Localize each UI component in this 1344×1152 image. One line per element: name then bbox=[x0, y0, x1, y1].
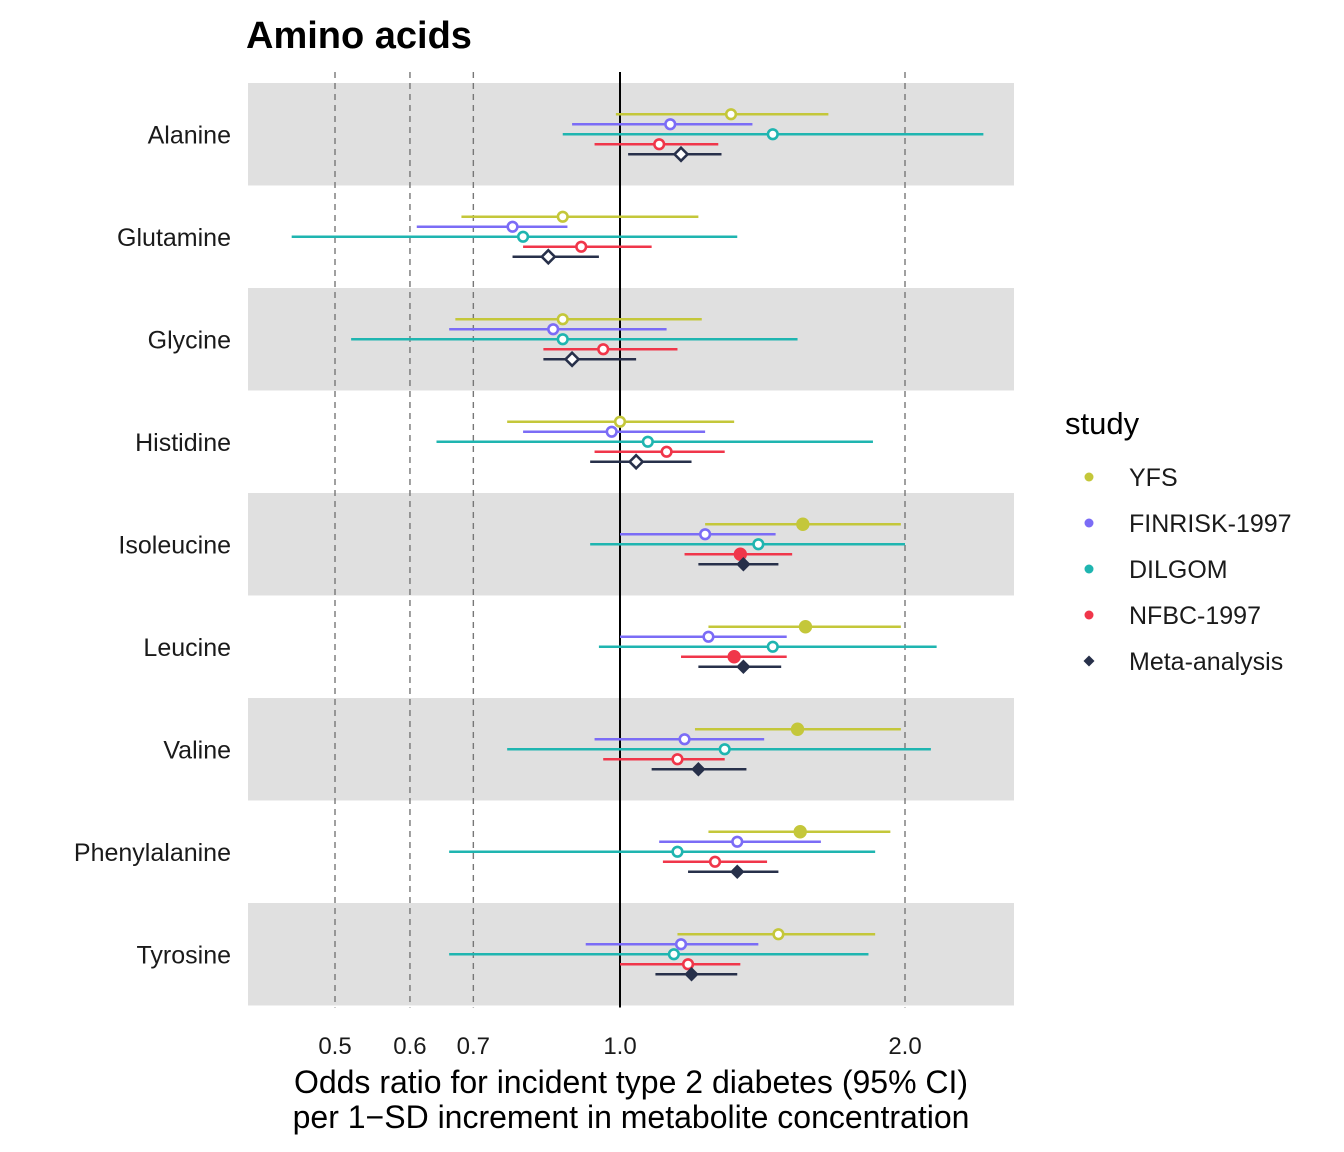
point-alanine-finrisk-1997 bbox=[664, 118, 677, 131]
legend-key-finrisk-1997 bbox=[1084, 518, 1094, 528]
category-label-isoleucine: Isoleucine bbox=[118, 531, 231, 559]
point-leucine-dilgom bbox=[766, 640, 779, 653]
point-tyrosine-dilgom bbox=[667, 948, 680, 961]
point-histidine-meta-analysis bbox=[627, 453, 645, 471]
legend-label-finrisk-1997: FINRISK-1997 bbox=[1129, 510, 1292, 538]
point-phenylalanine-meta-analysis bbox=[730, 864, 745, 879]
point-phenylalanine-yfs bbox=[793, 825, 807, 839]
point-alanine-nfbc-1997 bbox=[653, 138, 666, 151]
x-tick-label: 0.5 bbox=[318, 1033, 351, 1060]
x-tick-label: 2.0 bbox=[888, 1033, 921, 1060]
legend-key-dilgom bbox=[1084, 564, 1094, 574]
point-phenylalanine-nfbc-1997 bbox=[708, 855, 722, 868]
y-axis-category-labels: Alanine Glutamine Glycine Histidine Isoleuci… bbox=[74, 121, 231, 969]
point-histidine-nfbc-1997 bbox=[660, 445, 673, 458]
point-glutamine-meta-analysis bbox=[539, 248, 557, 266]
point-isoleucine-yfs bbox=[796, 517, 810, 531]
x-tick-label: 1.0 bbox=[603, 1033, 636, 1060]
category-label-valine: Valine bbox=[163, 736, 231, 764]
point-isoleucine-meta-analysis bbox=[736, 557, 751, 572]
point-alanine-dilgom bbox=[766, 128, 779, 141]
point-glycine-finrisk-1997 bbox=[547, 323, 560, 336]
point-leucine-meta-analysis bbox=[736, 659, 751, 674]
category-label-histidine: Histidine bbox=[135, 429, 231, 457]
point-valine-finrisk-1997 bbox=[678, 733, 691, 746]
point-histidine-dilgom bbox=[641, 435, 654, 448]
x-tick-label: 0.6 bbox=[393, 1033, 426, 1060]
point-isoleucine-dilgom bbox=[752, 538, 765, 551]
point-glycine-meta-analysis bbox=[563, 350, 581, 368]
legend-label-nfbc-1997: NFBC-1997 bbox=[1129, 602, 1261, 630]
point-leucine-nfbc-1997 bbox=[727, 650, 741, 664]
point-tyrosine-meta-analysis bbox=[684, 967, 699, 982]
series-layer bbox=[291, 108, 984, 982]
legend-key-meta-analysis bbox=[1083, 655, 1095, 667]
point-glutamine-nfbc-1997 bbox=[575, 240, 588, 253]
point-leucine-yfs bbox=[798, 620, 813, 634]
point-glutamine-yfs bbox=[556, 210, 569, 223]
point-phenylalanine-dilgom bbox=[671, 845, 684, 858]
point-histidine-yfs bbox=[613, 415, 627, 428]
point-glycine-dilgom bbox=[556, 333, 569, 346]
category-label-glutamine: Glutamine bbox=[117, 224, 231, 252]
point-tyrosine-finrisk-1997 bbox=[674, 938, 688, 951]
point-alanine-yfs bbox=[724, 108, 738, 121]
point-glycine-yfs bbox=[556, 313, 569, 326]
point-glutamine-dilgom bbox=[516, 230, 530, 243]
category-label-phenylalanine: Phenylalanine bbox=[74, 839, 231, 867]
point-leucine-finrisk-1997 bbox=[702, 630, 715, 643]
point-alanine-meta-analysis bbox=[672, 145, 690, 163]
legend-key-yfs bbox=[1084, 472, 1094, 482]
point-isoleucine-finrisk-1997 bbox=[699, 528, 712, 541]
point-phenylalanine-finrisk-1997 bbox=[731, 835, 744, 848]
legend-label-meta-analysis: Meta-analysis bbox=[1129, 648, 1283, 676]
point-tyrosine-nfbc-1997 bbox=[681, 958, 695, 971]
category-label-alanine: Alanine bbox=[148, 121, 231, 149]
category-label-leucine: Leucine bbox=[143, 634, 231, 662]
legend-label-dilgom: DILGOM bbox=[1129, 556, 1228, 584]
point-valine-yfs bbox=[790, 722, 805, 736]
x-axis-title-line-1: Odds ratio for incident type 2 diabetes … bbox=[294, 1064, 968, 1100]
x-tick-label: 0.7 bbox=[457, 1033, 490, 1060]
legend-title: study bbox=[1065, 406, 1140, 441]
chart-title: Amino acids bbox=[246, 15, 472, 57]
legend: study YFS FINRISK-1997 DILGOM NFBC-1997 Meta… bbox=[1065, 406, 1292, 676]
point-valine-meta-analysis bbox=[691, 762, 706, 777]
point-histidine-finrisk-1997 bbox=[605, 425, 618, 438]
point-valine-nfbc-1997 bbox=[671, 753, 684, 766]
category-label-tyrosine: Tyrosine bbox=[137, 941, 231, 969]
point-glutamine-finrisk-1997 bbox=[506, 220, 519, 233]
point-glycine-nfbc-1997 bbox=[597, 343, 610, 356]
point-valine-dilgom bbox=[718, 743, 731, 756]
legend-label-yfs: YFS bbox=[1129, 464, 1178, 492]
x-axis-title-line-2: per 1−SD increment in metabolite concent… bbox=[293, 1099, 970, 1135]
legend-key-nfbc-1997 bbox=[1084, 610, 1094, 620]
x-axis-tick-labels: 0.5 0.6 0.7 1.0 2.0 bbox=[318, 1033, 921, 1060]
category-label-glycine: Glycine bbox=[148, 326, 231, 354]
point-tyrosine-yfs bbox=[772, 928, 785, 941]
